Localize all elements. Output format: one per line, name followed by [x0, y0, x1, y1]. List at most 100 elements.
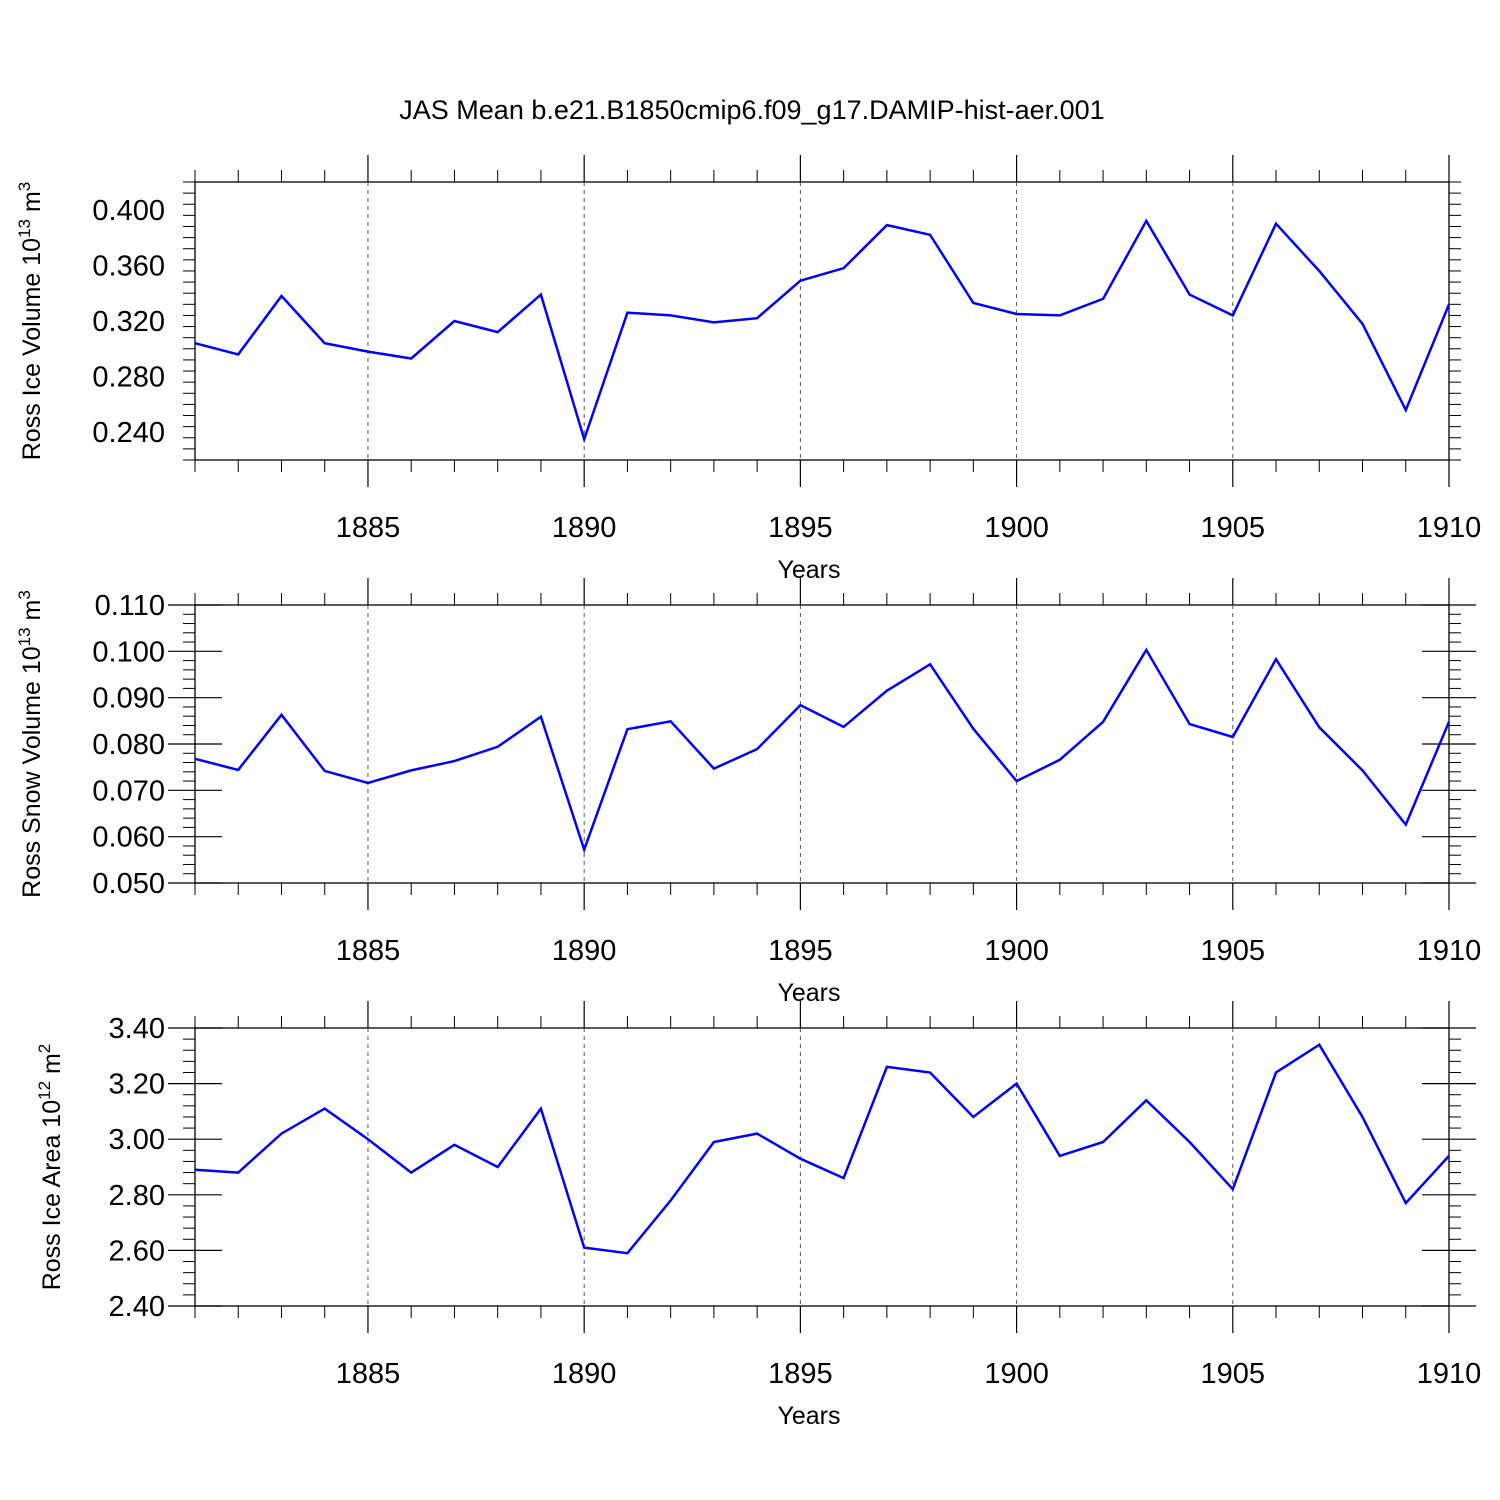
- data-point: [1015, 779, 1019, 783]
- y-axis-label-exponent: 13: [15, 219, 34, 238]
- y-tick-label: 0.360: [92, 250, 165, 282]
- x-tick-label: 1890: [552, 1358, 617, 1390]
- data-point: [193, 341, 197, 345]
- x-axis-label: Years: [777, 1402, 840, 1430]
- data-point: [1231, 1187, 1235, 1191]
- x-tick-label: 1905: [1201, 1358, 1266, 1390]
- data-point: [842, 266, 846, 270]
- data-point: [1101, 297, 1105, 301]
- data-point: [971, 1115, 975, 1119]
- data-point: [842, 725, 846, 729]
- x-tick-label: 1895: [768, 1358, 833, 1390]
- data-point: [971, 301, 975, 305]
- y-axis-label-exponent: 13: [15, 627, 34, 646]
- y-tick-label: 0.060: [92, 822, 165, 854]
- y-tick-label: 0.050: [92, 868, 165, 900]
- y-tick-label: 2.60: [109, 1235, 165, 1267]
- data-point: [582, 437, 586, 441]
- data-point: [236, 768, 240, 772]
- data-point: [798, 279, 802, 283]
- data-point: [755, 747, 759, 751]
- data-point: [236, 1171, 240, 1175]
- y-tick-label: 2.40: [109, 1291, 165, 1323]
- y-axis-label-unit-exponent: 2: [35, 1044, 54, 1053]
- x-tick-label: 1885: [336, 512, 401, 544]
- y-axis-label-unit: m: [18, 600, 46, 628]
- panel-1: 1885 1890 1895 1900 1905 1910 0.240 0.280 0.320 0…: [15, 155, 1481, 584]
- x-tick-label: 1900: [984, 1358, 1049, 1390]
- data-point: [885, 223, 889, 227]
- data-point: [1361, 1115, 1365, 1119]
- data-point: [842, 1176, 846, 1180]
- data-point: [279, 713, 283, 717]
- data-point: [1144, 1098, 1148, 1102]
- x-tick-label: 1905: [1201, 935, 1266, 967]
- data-point: [1058, 1154, 1062, 1158]
- panel-3: 1885 1890 1895 1900 1905 1910 2.40 2.60 2.80 3.00…: [35, 1001, 1481, 1430]
- data-point: [712, 320, 716, 324]
- data-point: [1101, 720, 1105, 724]
- data-point: [496, 1165, 500, 1169]
- x-axis-label: Years: [777, 556, 840, 584]
- y-axis-label-main: Ross Snow Volume 10: [18, 646, 46, 898]
- y-axis-label-unit-exponent: 3: [15, 590, 34, 599]
- y-tick-label: 0.110: [95, 590, 165, 622]
- data-point: [669, 313, 673, 317]
- x-tick-label: 1900: [984, 512, 1049, 544]
- data-point: [193, 757, 197, 761]
- data-point: [1188, 293, 1192, 297]
- data-point: [366, 781, 370, 785]
- data-point: [1447, 302, 1451, 306]
- x-tick-label: 1910: [1417, 935, 1482, 967]
- y-tick-label: 0.080: [92, 729, 165, 761]
- data-point: [1101, 1140, 1105, 1144]
- data-point: [712, 767, 716, 771]
- x-tick-label: 1895: [768, 935, 833, 967]
- data-point: [1231, 313, 1235, 317]
- data-point: [1015, 312, 1019, 316]
- data-point: [1317, 269, 1321, 273]
- x-tick-label: 1900: [984, 935, 1049, 967]
- data-point: [625, 1251, 629, 1255]
- data-point: [1144, 219, 1148, 223]
- data-point: [582, 848, 586, 852]
- data-point: [1274, 1070, 1278, 1074]
- series-line: [194, 1042, 1450, 1255]
- x-tick-label: 1885: [336, 1358, 401, 1390]
- plot-frame: [194, 181, 1450, 461]
- plot-frame: [194, 1027, 1450, 1307]
- data-point: [669, 719, 673, 723]
- y-axis-label-unit: m: [38, 1053, 66, 1081]
- x-tick-label: 1895: [768, 512, 833, 544]
- data-point: [409, 768, 413, 772]
- data-point: [539, 715, 543, 719]
- data-point: [496, 745, 500, 749]
- data-point: [1188, 1140, 1192, 1144]
- x-axis-label: Years: [777, 979, 840, 1007]
- x-tick-label: 1910: [1417, 1358, 1482, 1390]
- data-point: [798, 703, 802, 707]
- data-point: [582, 1246, 586, 1250]
- y-tick-label: 0.090: [92, 683, 165, 715]
- plot-frame: [194, 604, 1450, 884]
- data-point: [1015, 1082, 1019, 1086]
- data-point: [885, 689, 889, 693]
- data-point: [539, 1107, 543, 1111]
- series-line: [194, 218, 1451, 444]
- data-point: [928, 1070, 932, 1074]
- x-tick-label: 1910: [1417, 512, 1482, 544]
- y-tick-label: 0.240: [92, 417, 165, 449]
- y-tick-label: 0.280: [92, 362, 165, 394]
- data-point: [1231, 735, 1235, 739]
- y-axis-label: Ross Snow Volume 1013 m3: [15, 590, 46, 898]
- y-tick-label: 3.40: [109, 1013, 165, 1045]
- data-point: [496, 330, 500, 334]
- y-tick-label: 0.100: [92, 636, 165, 668]
- data-point: [409, 1171, 413, 1175]
- data-point: [323, 769, 327, 773]
- panel-2: 1885 1890 1895 1900 1905 1910 0.050 0.060 0.070 0…: [15, 578, 1481, 1007]
- x-tick-label: 1885: [336, 935, 401, 967]
- data-point: [1404, 408, 1408, 412]
- y-axis-label-unit-exponent: 3: [15, 182, 34, 191]
- data-point: [1058, 313, 1062, 317]
